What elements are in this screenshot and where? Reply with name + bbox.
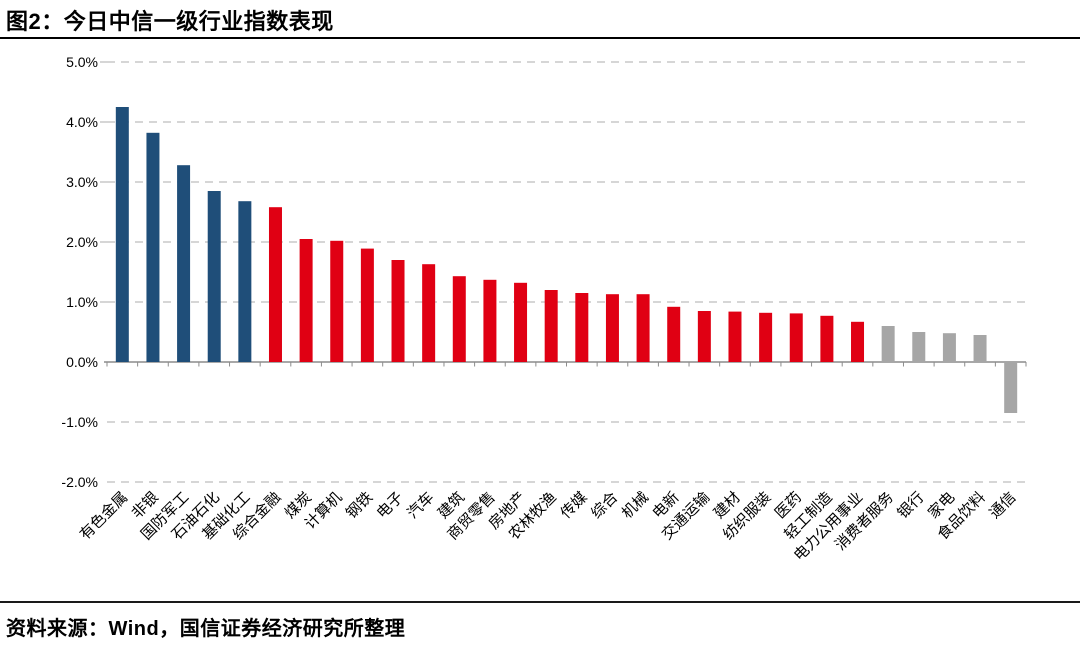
bar-3 — [207, 191, 221, 362]
bar-14 — [544, 290, 558, 362]
bar-26 — [912, 332, 926, 362]
x-label-29: 通信 — [986, 489, 1019, 522]
y-tick-label: 1.0% — [66, 294, 98, 310]
bar-16 — [605, 294, 619, 362]
bar-17 — [636, 294, 650, 362]
bar-15 — [575, 293, 589, 362]
x-label-26: 银行 — [894, 489, 927, 522]
bar-10 — [422, 264, 436, 362]
x-label-15: 传媒 — [557, 489, 590, 522]
bar-25 — [881, 326, 895, 362]
y-tick-label: 4.0% — [66, 114, 98, 130]
bar-19 — [697, 311, 711, 362]
x-label-9: 电子 — [374, 489, 407, 522]
figure-title: 图2：今日中信一级行业指数表现 — [6, 9, 334, 34]
bar-22 — [789, 313, 803, 362]
bar-11 — [452, 276, 466, 362]
bar-21 — [759, 312, 773, 362]
source-note: 资料来源：Wind，国信证券经济研究所整理 — [6, 618, 406, 640]
bar-chart: 5.0%4.0%3.0%2.0%1.0%0.0%-1.0%-2.0%有色金属非银… — [61, 54, 1027, 564]
footer-divider — [0, 601, 1080, 603]
x-label-10: 汽车 — [404, 489, 437, 522]
bar-2 — [177, 165, 191, 362]
x-label-0: 有色金属 — [77, 489, 131, 543]
x-label-8: 钢铁 — [343, 489, 376, 522]
bar-0 — [115, 107, 129, 362]
bar-7 — [330, 240, 344, 362]
y-tick-label: 5.0% — [66, 54, 98, 70]
y-tick-label: 3.0% — [66, 174, 98, 190]
x-label-16: 综合 — [588, 489, 621, 522]
bar-9 — [391, 260, 405, 362]
bar-28 — [973, 335, 987, 362]
title-divider — [0, 37, 1080, 39]
bar-20 — [728, 311, 742, 362]
bar-13 — [514, 282, 528, 362]
bar-18 — [667, 306, 681, 362]
bar-1 — [146, 132, 160, 362]
y-tick-label: -1.0% — [61, 414, 98, 430]
bar-6 — [299, 239, 313, 362]
bar-24 — [851, 321, 865, 362]
bar-29 — [1004, 362, 1018, 413]
y-tick-label: 2.0% — [66, 234, 98, 250]
bar-12 — [483, 279, 497, 362]
bar-27 — [942, 333, 956, 362]
bar-5 — [268, 207, 282, 362]
y-tick-label: -2.0% — [61, 474, 98, 490]
bar-4 — [238, 201, 252, 362]
bar-23 — [820, 315, 834, 362]
bar-8 — [360, 248, 374, 362]
y-tick-label: 0.0% — [66, 354, 98, 370]
x-label-17: 机械 — [619, 489, 652, 522]
